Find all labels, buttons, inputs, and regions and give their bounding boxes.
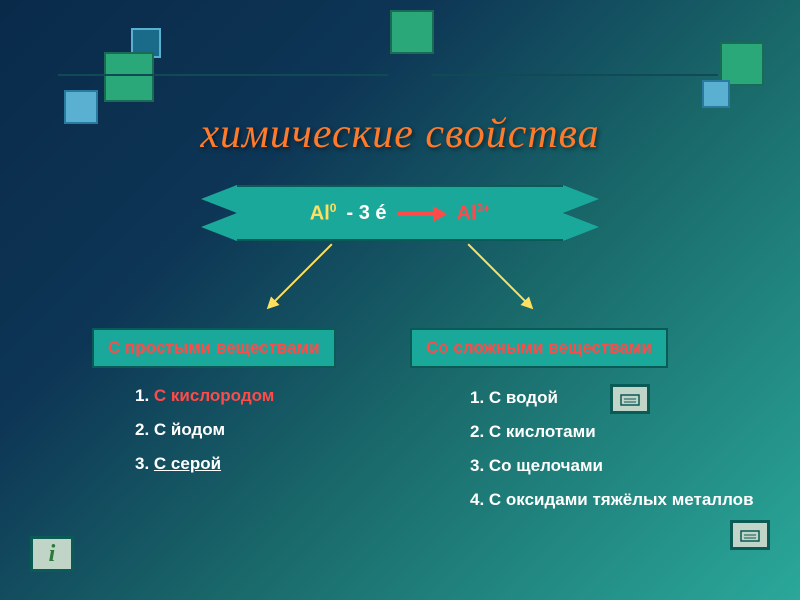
- keyboard-icon: [740, 528, 760, 542]
- decorative-square: [64, 90, 98, 124]
- branch-box-complex: Со сложными веществами: [410, 328, 668, 368]
- branch-arrow-left-icon: [267, 243, 332, 308]
- equation-content: Al0 - 3 é Al3+: [235, 185, 565, 241]
- list-item: 3. Со щелочами: [470, 456, 754, 476]
- action-button-1[interactable]: [610, 384, 650, 414]
- electron-loss: - 3 é: [346, 202, 386, 225]
- list-item: 2. С кислотами: [470, 422, 754, 442]
- info-button[interactable]: i: [30, 536, 74, 572]
- decorative-square: [104, 52, 154, 102]
- ribbon-tail: [563, 213, 599, 241]
- decorative-square: [702, 80, 730, 108]
- al-three-plus: Al3+: [457, 201, 491, 226]
- keyboard-icon: [620, 392, 640, 406]
- decorative-line: [432, 74, 718, 76]
- branch-arrow-right-icon: [467, 243, 532, 308]
- slide-title: химические свойства: [0, 110, 800, 158]
- decorative-line: [58, 74, 388, 76]
- list-item: 2. С йодом: [135, 420, 274, 440]
- list-item: 4. С оксидами тяжёлых металлов: [470, 490, 754, 510]
- al-zero: Al0: [310, 201, 337, 226]
- list-simple-substances: 1. С кислородом 2. С йодом 3. С серой: [135, 386, 274, 488]
- decorative-square: [390, 10, 434, 54]
- ribbon-tail: [563, 185, 599, 213]
- equation-banner: Al0 - 3 é Al3+: [235, 185, 565, 241]
- arrow-icon: [397, 209, 447, 217]
- list-item: 1. С кислородом: [135, 386, 274, 406]
- list-item: 3. С серой: [135, 454, 274, 474]
- branch-box-simple: С простыми веществами: [92, 328, 336, 368]
- ribbon-tail: [201, 185, 237, 213]
- ribbon-tail: [201, 213, 237, 241]
- action-button-2[interactable]: [730, 520, 770, 550]
